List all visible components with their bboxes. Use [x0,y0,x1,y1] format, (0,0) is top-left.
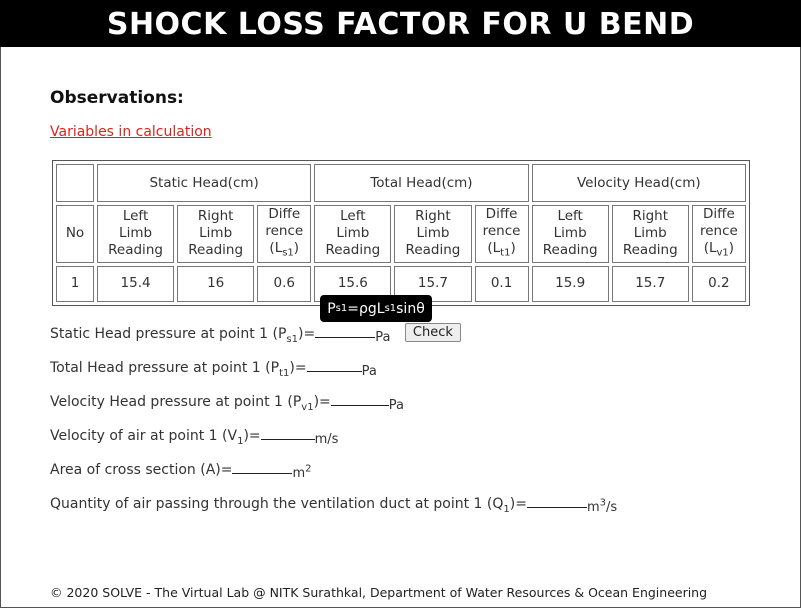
cell-velocity-right: 15.7 [611,265,689,302]
cell-static-left: 15.4 [97,265,175,302]
variables-link[interactable]: Variables in calculation [50,124,212,140]
cell-velocity-diff: 0.2 [691,265,746,302]
col-velocity-left: Left Limb Reading [531,205,609,263]
group-header-total: Total Head(cm) [314,164,529,202]
static-pressure-row: Static Head pressure at point 1 (Ps1)= Pa… [50,323,461,345]
area-input[interactable] [232,459,293,474]
col-static-left: Left Limb Reading [97,205,175,263]
footer-copyright: © 2020 SOLVE - The Virtual Lab @ NITK Su… [50,585,708,600]
page-title: SHOCK LOSS FACTOR FOR U BEND [106,7,695,42]
col-velocity-diff: Diffe rence (Lv1) [691,205,746,263]
quantity-row: Quantity of air passing through the vent… [50,493,617,515]
area-row: Area of cross section (A)= m2 [50,459,312,481]
col-velocity-right: Right Limb Reading [611,205,689,263]
velocity-head-row: Velocity Head pressure at point 1 (Pv1)=… [50,391,404,413]
observation-table: Static Head(cm) Total Head(cm) Velocity … [52,160,750,306]
group-header-static: Static Head(cm) [97,164,312,202]
static-pressure-input[interactable] [315,323,376,338]
cell-static-diff: 0.6 [257,265,312,302]
check-button[interactable]: Check [404,323,461,342]
observations-heading: Observations: [50,88,184,108]
table-row: 1 15.4 16 0.6 15.6 15.7 0.1 15.9 15.7 0.… [56,265,746,302]
cell-static-right: 16 [177,265,255,302]
velocity-air-input[interactable] [260,425,315,440]
col-total-left: Left Limb Reading [314,205,392,263]
table-corner-cell [56,164,94,202]
cell-no: 1 [56,265,94,302]
velocity-air-row: Velocity of air at point 1 (V1)= m/s [50,425,338,447]
col-static-right: Right Limb Reading [177,205,255,263]
velocity-head-input[interactable] [330,391,389,406]
col-total-right: Right Limb Reading [394,205,472,263]
quantity-input[interactable] [526,493,587,508]
column-header-row: No Left Limb Reading Right Limb Reading Diff… [56,205,746,263]
col-static-diff: Diffe rence (Ls1) [257,205,312,263]
cell-velocity-left: 15.9 [531,265,609,302]
cell-total-right: 15.7 [394,265,472,302]
total-pressure-row: Total Head pressure at point 1 (Pt1)= Pa [50,357,377,379]
group-header-velocity: Velocity Head(cm) [531,164,746,202]
cell-total-diff: 0.1 [474,265,529,302]
title-bar: SHOCK LOSS FACTOR FOR U BEND [0,0,801,47]
col-no: No [56,205,94,263]
col-total-diff: Diffe rence (Lt1) [474,205,529,263]
total-pressure-input[interactable] [306,357,362,372]
